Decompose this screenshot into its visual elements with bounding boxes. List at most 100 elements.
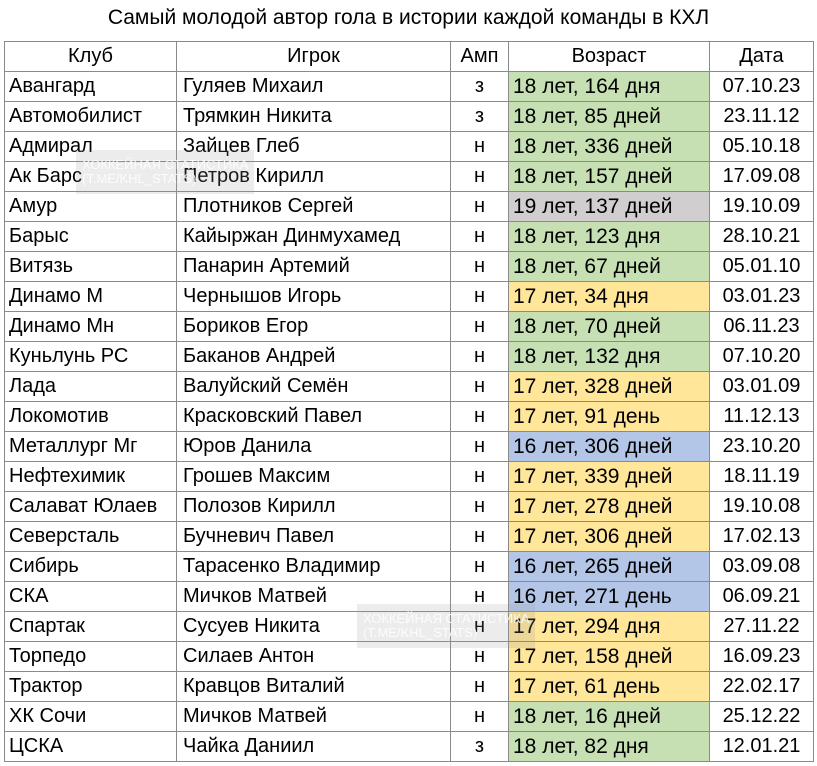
club-cell: Трактор	[4, 671, 177, 702]
date-cell: 25.12.22	[709, 701, 814, 732]
age-cell: 17 лет, 158 дней	[508, 641, 710, 672]
age-cell: 19 лет, 137 дней	[508, 191, 710, 222]
scorers-table: Клуб Игрок Амп Возраст Дата Авангард Гуля…	[4, 41, 814, 762]
table-row: Витязь Панарин Артемий н 18 лет, 67 дней 05.…	[4, 251, 814, 282]
table-row: СКА Мичков Матвей н 16 лет, 271 день 06.09.2…	[4, 581, 814, 612]
date-cell: 22.02.17	[709, 671, 814, 702]
player-cell: Тарасенко Владимир	[176, 551, 451, 582]
club-cell: Динамо М	[4, 281, 177, 312]
club-cell: Сибирь	[4, 551, 177, 582]
table-row: Трактор Кравцов Виталий н 17 лет, 61 день 22…	[4, 671, 814, 702]
player-cell: Полозов Кирилл	[176, 491, 451, 522]
date-cell: 23.11.12	[709, 101, 814, 132]
age-cell: 16 лет, 306 дней	[508, 431, 710, 462]
club-cell: Амур	[4, 191, 177, 222]
position-cell: н	[450, 221, 509, 252]
date-cell: 05.01.10	[709, 251, 814, 282]
date-cell: 23.10.20	[709, 431, 814, 462]
club-cell: СКА	[4, 581, 177, 612]
age-cell: 18 лет, 336 дней	[508, 131, 710, 162]
date-cell: 12.01.21	[709, 731, 814, 762]
date-cell: 27.11.22	[709, 611, 814, 642]
player-cell: Гуляев Михаил	[176, 71, 451, 102]
position-cell: н	[450, 161, 509, 192]
position-cell: н	[450, 251, 509, 282]
date-cell: 05.10.18	[709, 131, 814, 162]
player-cell: Грошев Максим	[176, 461, 451, 492]
club-cell: Адмирал	[4, 131, 177, 162]
age-cell: 18 лет, 70 дней	[508, 311, 710, 342]
table-row: Барыс Кайыржан Динмухамед н 18 лет, 123 дня…	[4, 221, 814, 252]
table-row: Металлург Мг Юров Данила н 16 лет, 306 дней…	[4, 431, 814, 462]
player-cell: Мичков Матвей	[176, 701, 451, 732]
age-cell: 17 лет, 91 день	[508, 401, 710, 432]
club-cell: Барыс	[4, 221, 177, 252]
player-cell: Силаев Антон	[176, 641, 451, 672]
position-cell: н	[450, 341, 509, 372]
player-cell: Кравцов Виталий	[176, 671, 451, 702]
age-cell: 17 лет, 61 день	[508, 671, 710, 702]
header-date: Дата	[709, 41, 814, 72]
table-row: Северсталь Бучневич Павел н 17 лет, 306 дне…	[4, 521, 814, 552]
position-cell: н	[450, 461, 509, 492]
club-cell: Нефтехимик	[4, 461, 177, 492]
table-row: Динамо Мн Бориков Егор н 18 лет, 70 дней 06.…	[4, 311, 814, 342]
position-cell: н	[450, 641, 509, 672]
player-cell: Юров Данила	[176, 431, 451, 462]
table-row: Автомобилист Трямкин Никита з 18 лет, 85 дн…	[4, 101, 814, 132]
club-cell: Ак Барс	[4, 161, 177, 192]
club-cell: Северсталь	[4, 521, 177, 552]
position-cell: н	[450, 401, 509, 432]
age-cell: 18 лет, 16 дней	[508, 701, 710, 732]
date-cell: 16.09.23	[709, 641, 814, 672]
player-cell: Зайцев Глеб	[176, 131, 451, 162]
player-cell: Красковский Павел	[176, 401, 451, 432]
date-cell: 03.01.09	[709, 371, 814, 402]
date-cell: 07.10.20	[709, 341, 814, 372]
position-cell: н	[450, 371, 509, 402]
player-cell: Валуйский Семён	[176, 371, 451, 402]
age-cell: 16 лет, 271 день	[508, 581, 710, 612]
table-row: Амур Плотников Сергей н 19 лет, 137 дней 19.…	[4, 191, 814, 222]
age-cell: 18 лет, 164 дня	[508, 71, 710, 102]
table-row: Спартак Сусуев Никита н 17 лет, 294 дня 27.1…	[4, 611, 814, 642]
page-title: Самый молодой автор гола в истории каждо…	[107, 6, 710, 29]
age-cell: 18 лет, 67 дней	[508, 251, 710, 282]
club-cell: Спартак	[4, 611, 177, 642]
club-cell: Лада	[4, 371, 177, 402]
table-row: Локомотив Красковский Павел н 17 лет, 91 де…	[4, 401, 814, 432]
table-row: Адмирал Зайцев Глеб н 18 лет, 336 дней 05.10…	[4, 131, 814, 162]
position-cell: з	[450, 71, 509, 102]
position-cell: н	[450, 131, 509, 162]
club-cell: Динамо Мн	[4, 311, 177, 342]
table-body: Авангард Гуляев Михаил з 18 лет, 164 дня 07.…	[4, 71, 814, 762]
player-cell: Баканов Андрей	[176, 341, 451, 372]
age-cell: 18 лет, 157 дней	[508, 161, 710, 192]
age-cell: 18 лет, 82 дня	[508, 731, 710, 762]
table-row: Авангард Гуляев Михаил з 18 лет, 164 дня 07.…	[4, 71, 814, 102]
club-cell: Торпедо	[4, 641, 177, 672]
header-position: Амп	[450, 41, 509, 72]
table-row: ХК Сочи Мичков Матвей н 18 лет, 16 дней 25.1…	[4, 701, 814, 732]
club-cell: Локомотив	[4, 401, 177, 432]
player-cell: Сусуев Никита	[176, 611, 451, 642]
position-cell: н	[450, 551, 509, 582]
header-player: Игрок	[176, 41, 451, 72]
table-row: Динамо М Чернышов Игорь н 17 лет, 34 дня 03.…	[4, 281, 814, 312]
age-cell: 17 лет, 278 дней	[508, 491, 710, 522]
club-cell: ХК Сочи	[4, 701, 177, 732]
age-cell: 17 лет, 328 дней	[508, 371, 710, 402]
date-cell: 07.10.23	[709, 71, 814, 102]
date-cell: 19.10.09	[709, 191, 814, 222]
table-row: Куньлунь РС Баканов Андрей н 18 лет, 132 дн…	[4, 341, 814, 372]
table-row: Ак Барс Петров Кирилл н 18 лет, 157 дней 17.…	[4, 161, 814, 192]
age-cell: 17 лет, 306 дней	[508, 521, 710, 552]
date-cell: 03.01.23	[709, 281, 814, 312]
position-cell: н	[450, 521, 509, 552]
player-cell: Плотников Сергей	[176, 191, 451, 222]
age-cell: 18 лет, 132 дня	[508, 341, 710, 372]
position-cell: з	[450, 731, 509, 762]
table-header-row: Клуб Игрок Амп Возраст Дата	[4, 41, 814, 72]
age-cell: 17 лет, 294 дня	[508, 611, 710, 642]
date-cell: 17.02.13	[709, 521, 814, 552]
